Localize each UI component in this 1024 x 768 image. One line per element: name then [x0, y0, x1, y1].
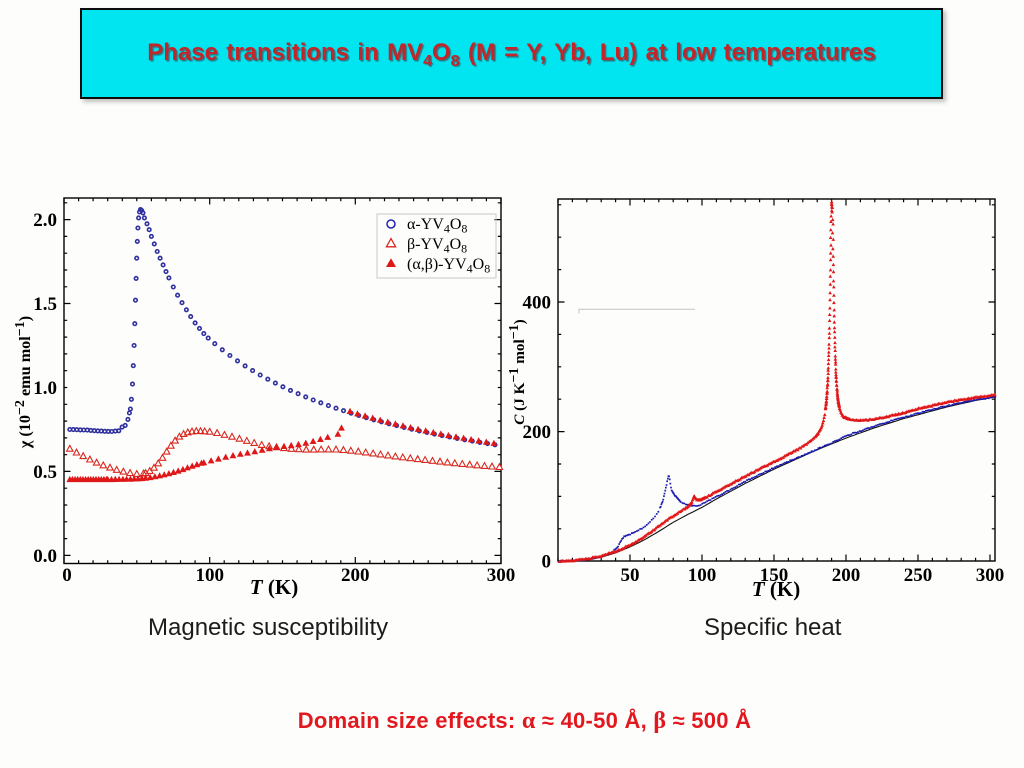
svg-text:50: 50	[621, 565, 640, 586]
svg-text:100: 100	[688, 565, 717, 586]
svg-text:1.0: 1.0	[33, 378, 57, 399]
svg-text:C (J K−1 mol−1): C (J K−1 mol−1)	[507, 319, 528, 425]
svg-text:2.0: 2.0	[33, 210, 57, 231]
svg-text:T (K): T (K)	[752, 577, 800, 601]
svg-text:200: 200	[523, 422, 552, 443]
svg-text:χ (10−2 emu mol−1): χ (10−2 emu mol−1)	[13, 316, 34, 449]
svg-text:100: 100	[195, 565, 224, 586]
svg-text:300: 300	[487, 565, 516, 586]
svg-text:0.5: 0.5	[33, 462, 57, 483]
svg-text:(α,β)-YV4O8: (α,β)-YV4O8	[407, 256, 490, 276]
svg-text:200: 200	[832, 565, 861, 586]
svg-text:1.5: 1.5	[33, 294, 57, 315]
svg-text:0.0: 0.0	[33, 546, 57, 567]
svg-text:150: 150	[760, 565, 789, 586]
svg-text:400: 400	[523, 293, 552, 314]
svg-text:250: 250	[904, 565, 933, 586]
svg-text:0: 0	[542, 552, 552, 573]
svg-text:0: 0	[62, 565, 72, 586]
svg-text:300: 300	[976, 565, 1005, 586]
svg-text:β-YV4O8: β-YV4O8	[407, 236, 467, 256]
svg-text:200: 200	[341, 565, 370, 586]
svg-text:α-YV4O8: α-YV4O8	[407, 216, 467, 236]
svg-text:T (K): T (K)	[250, 575, 298, 599]
